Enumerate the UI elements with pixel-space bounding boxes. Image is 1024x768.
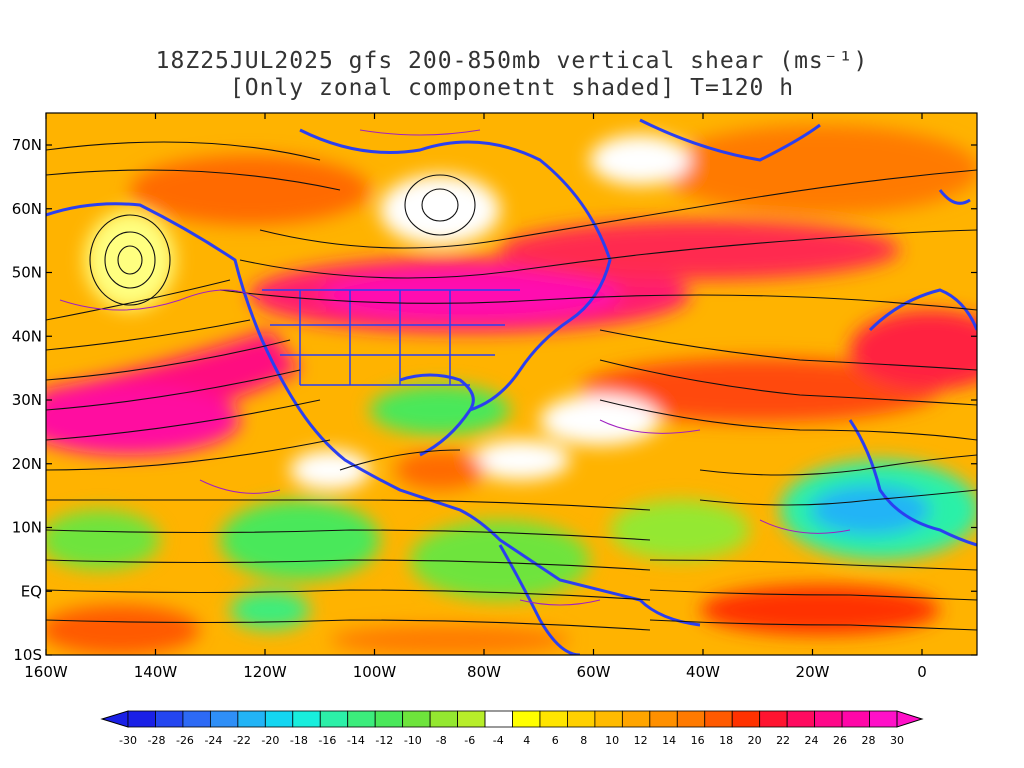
lat-label: 10S bbox=[13, 646, 42, 664]
colorbar-label: -10 bbox=[404, 734, 422, 747]
colorbar-label: -8 bbox=[436, 734, 447, 747]
lon-label: 0 bbox=[917, 663, 927, 681]
colorbar-label: -28 bbox=[147, 734, 165, 747]
colorbar-label: 10 bbox=[605, 734, 619, 747]
colorbar-label: -26 bbox=[176, 734, 194, 747]
colorbar-swatch bbox=[594, 710, 623, 728]
lon-label: 40W bbox=[686, 663, 720, 681]
colorbar-swatch bbox=[869, 710, 898, 728]
lon-label: 20W bbox=[796, 663, 830, 681]
colorbar-swatch bbox=[292, 710, 321, 728]
colorbar-swatch bbox=[402, 710, 431, 728]
map-area bbox=[46, 113, 977, 655]
colorbar-label: 18 bbox=[719, 734, 733, 747]
longitude-axis: 160W 140W 120W 100W 80W 60W 40W 20W 0 bbox=[24, 113, 927, 681]
colorbar-swatch bbox=[182, 710, 211, 728]
colorbar-swatch bbox=[786, 710, 816, 728]
colorbar-swatch bbox=[841, 710, 870, 728]
colorbar-swatch bbox=[155, 710, 184, 728]
colorbar-swatch bbox=[512, 710, 541, 728]
colorbar-swatch bbox=[127, 710, 156, 728]
colorbar-label: -18 bbox=[290, 734, 308, 747]
colorbar-label: -6 bbox=[464, 734, 475, 747]
colorbar-swatch bbox=[731, 710, 761, 728]
colorbar-label: 26 bbox=[833, 734, 847, 747]
colorbar-label: 30 bbox=[890, 734, 904, 747]
colorbar-label: 14 bbox=[662, 734, 676, 747]
lon-label: 60W bbox=[577, 663, 611, 681]
colorbar-swatch bbox=[347, 710, 376, 728]
colorbar-label: -12 bbox=[375, 734, 393, 747]
colorbar-label: 24 bbox=[805, 734, 819, 747]
map-frame bbox=[45, 112, 978, 656]
lon-label: 140W bbox=[134, 663, 178, 681]
colorbar-swatch bbox=[319, 710, 349, 728]
lon-label: 120W bbox=[243, 663, 287, 681]
colorbar-right-arrow bbox=[896, 710, 924, 728]
contours bbox=[59, 129, 851, 606]
colorbar-swatch bbox=[814, 710, 843, 728]
colorbar-swatch bbox=[457, 710, 486, 728]
colorbar-label: -14 bbox=[347, 734, 365, 747]
colorbar-label: 22 bbox=[776, 734, 790, 747]
lat-label: 60N bbox=[12, 200, 42, 218]
lat-label: 50N bbox=[12, 264, 42, 282]
lon-label: 160W bbox=[24, 663, 68, 681]
colorbar-label: -24 bbox=[204, 734, 222, 747]
colorbar-label: 8 bbox=[580, 734, 587, 747]
chart-subtitle: [Only zonal componetnt shaded] T=120 h bbox=[229, 75, 795, 101]
colorbar-swatch bbox=[567, 710, 596, 728]
colorbar-label: 12 bbox=[634, 734, 648, 747]
colorbar-label: -4 bbox=[493, 734, 504, 747]
colorbar-label: -22 bbox=[233, 734, 251, 747]
colorbar-label: -16 bbox=[318, 734, 336, 747]
colorbar-label: -30 bbox=[119, 734, 137, 747]
colorbar-swatch bbox=[649, 710, 678, 728]
colorbar-swatch bbox=[676, 710, 706, 728]
lat-label: 70N bbox=[12, 136, 42, 154]
colorbar-swatch bbox=[704, 710, 733, 728]
colorbar-label: 6 bbox=[552, 734, 559, 747]
colorbar-left-arrow bbox=[100, 710, 129, 728]
colorbar-swatch bbox=[539, 710, 568, 728]
political-borders bbox=[262, 289, 520, 386]
colorbar-swatch bbox=[484, 710, 513, 728]
lon-label: 100W bbox=[353, 663, 397, 681]
streamlines bbox=[46, 141, 977, 631]
colorbar-swatch bbox=[264, 710, 294, 728]
colorbar: -30 -28 -26 -24 -22 -20 -18 -16 -14 -12 -10 -8 -6 -4 4… bbox=[100, 710, 924, 747]
lat-label: 40N bbox=[12, 327, 42, 345]
colorbar-swatch bbox=[237, 710, 266, 728]
colorbar-label: -20 bbox=[261, 734, 279, 747]
lat-label: 20N bbox=[12, 455, 42, 473]
lon-label: 80W bbox=[467, 663, 501, 681]
colorbar-label: 16 bbox=[691, 734, 705, 747]
colorbar-label: 28 bbox=[862, 734, 876, 747]
chart-title: 18Z25JUL2025 gfs 200-850mb vertical shea… bbox=[155, 48, 869, 74]
colorbar-swatch bbox=[429, 710, 458, 728]
latitude-axis: 70N 60N 50N 40N 30N 20N 10N EQ 10S bbox=[12, 136, 977, 664]
colorbar-swatch bbox=[759, 710, 788, 728]
colorbar-label: 4 bbox=[523, 734, 530, 747]
colorbar-swatch bbox=[209, 710, 239, 728]
colorbar-swatch bbox=[374, 710, 404, 728]
lat-label: 30N bbox=[12, 391, 42, 409]
colorbar-swatch bbox=[621, 710, 651, 728]
lat-label: 10N bbox=[12, 519, 42, 537]
lat-label: EQ bbox=[21, 582, 42, 600]
colorbar-label: 20 bbox=[748, 734, 762, 747]
